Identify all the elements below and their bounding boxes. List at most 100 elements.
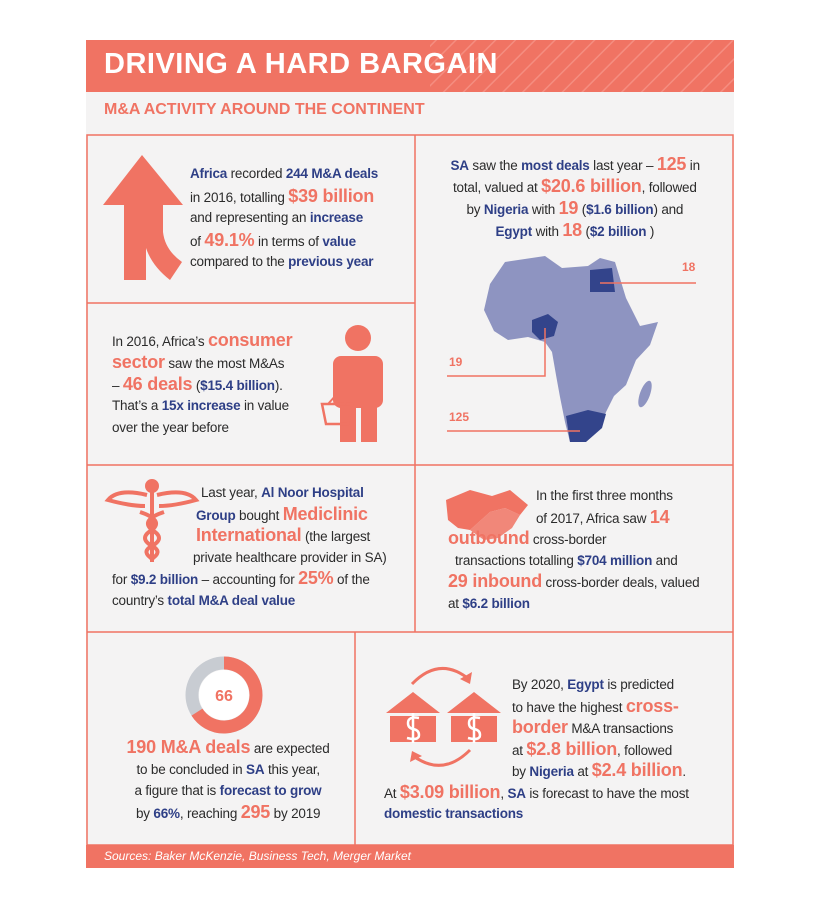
text-line: outbound cross-border	[448, 528, 607, 551]
text-line: In the first three months	[536, 485, 673, 507]
text-line: of 49.1% in terms of value	[190, 229, 356, 253]
text-run: transactions totalling	[455, 552, 578, 568]
text-run: , followed	[617, 742, 673, 758]
text-run: at	[573, 764, 592, 780]
text-run: In 2016, Africa’s	[112, 334, 208, 349]
text-run: Africa	[190, 166, 228, 181]
text-run: 190 M&A deals	[126, 737, 251, 758]
text-line: Egypt with 18 ($2 billion )	[496, 219, 655, 243]
text-line: At $3.09 billion, SA is forecast to have…	[384, 782, 689, 805]
text-run: .	[682, 764, 686, 780]
subtitle: M&A ACTIVITY AROUND THE CONTINENT	[104, 101, 425, 118]
text-run: bought	[235, 507, 283, 523]
footer: Sources: Baker McKenzie, Business Tech, …	[104, 849, 412, 863]
text-run: to be concluded in	[136, 761, 247, 777]
text-run: Group	[196, 507, 236, 523]
text-run: 25%	[298, 568, 334, 589]
text-run: SA	[450, 158, 470, 173]
text-run: increase	[309, 210, 364, 225]
text-run: ).	[274, 378, 283, 393]
text-run: 18	[562, 220, 582, 240]
text-line: and representing an increase	[190, 207, 363, 229]
text-run: cross-	[625, 695, 679, 716]
text-run: by	[466, 202, 484, 217]
text-run: $39 billion	[288, 186, 375, 206]
text-line: compared to the previous year	[190, 251, 374, 273]
text-line: in 2016, totalling $39 billion	[190, 185, 374, 209]
text-run: $9.2 billion	[130, 572, 199, 588]
text-run: in terms of	[254, 234, 323, 249]
text-run: 49.1%	[204, 230, 255, 250]
text-run: cross-border deals, valued	[542, 575, 700, 591]
map-label: 125	[449, 410, 470, 424]
egypt-shape	[590, 268, 615, 292]
text-run: a figure that is	[134, 783, 220, 799]
text-run: )	[646, 224, 655, 239]
text-run: domestic transactions	[384, 806, 524, 822]
text-run: $3.09 billion	[399, 781, 501, 802]
text-run: 66%	[153, 805, 180, 821]
title: DRIVING A HARD BARGAIN	[104, 48, 498, 80]
text-line: – 46 deals ($15.4 billion).	[112, 373, 283, 397]
map-label: 18	[682, 260, 696, 274]
text-run: last year –	[589, 158, 657, 173]
text-run: Egypt	[567, 677, 604, 693]
caduceus-icon	[104, 479, 200, 562]
text-run: by	[136, 805, 154, 821]
text-run: for	[112, 572, 131, 588]
text-run: most deals	[521, 158, 590, 173]
header-hatch	[430, 40, 734, 92]
text-run: of 2017, Africa saw	[536, 510, 650, 526]
text-run: $15.4 billion	[200, 378, 275, 393]
footer-bar	[86, 845, 734, 868]
text-line: border M&A transactions	[512, 717, 673, 740]
text-run: to have the highest	[512, 699, 626, 715]
text-line: a figure that is forecast to grow	[135, 780, 322, 802]
text-line: at $6.2 billion	[448, 593, 530, 615]
text-run: In the first three months	[536, 488, 673, 504]
text-run: ,	[500, 785, 508, 801]
text-run: total M&A deal value	[167, 592, 296, 608]
south-africa-shape	[566, 410, 606, 442]
text-line: country’s total M&A deal value	[112, 590, 295, 612]
text-run: $6.2 billion	[462, 595, 530, 611]
text-line: total, valued at $20.6 billion, followed	[453, 175, 697, 199]
text-run: are expected	[250, 741, 330, 757]
text-run: M&A transactions	[567, 721, 674, 737]
text-run: forecast to grow	[219, 783, 322, 799]
text-line: Africa recorded 244 M&A deals	[190, 163, 378, 185]
text-run: 295	[240, 801, 271, 822]
text-run: International	[196, 525, 302, 546]
text-run: previous year	[288, 254, 374, 269]
text-line: by Nigeria at $2.4 billion.	[512, 760, 686, 783]
text-run: 19	[558, 198, 579, 218]
text-line: sector saw the most M&As	[112, 351, 284, 375]
text-line: transactions totalling $704 million and	[455, 550, 678, 572]
text-run: SA	[507, 785, 526, 801]
text-run: $704 million	[577, 552, 653, 568]
text-line: In 2016, Africa’s consumer	[112, 329, 293, 353]
bank-icons	[386, 666, 501, 767]
text-run: (	[581, 224, 591, 239]
map-label: 19	[449, 355, 463, 369]
text-run: total, valued at	[453, 180, 542, 195]
text-run: compared to the	[190, 254, 289, 269]
text-line: for $9.2 billion – accounting for 25% of…	[112, 568, 370, 591]
text-run: $1.6 billion	[586, 202, 654, 217]
text-line: to have the highest cross-	[512, 696, 679, 719]
text-run: in 2016, totalling	[190, 190, 289, 205]
text-run: By 2020,	[512, 677, 568, 693]
text-run: value	[322, 234, 356, 249]
text-run: –	[112, 378, 123, 393]
text-run: That’s a	[112, 398, 162, 413]
text-line: at $2.8 billion, followed	[512, 739, 672, 762]
nigeria-shape	[532, 314, 558, 340]
text-run: recorded	[227, 166, 286, 181]
text-run: consumer	[207, 330, 293, 350]
text-run: $2.8 billion	[526, 738, 618, 759]
text-run: private healthcare provider in SA)	[193, 549, 387, 565]
text-run: Egypt	[495, 224, 533, 239]
text-run: , followed	[641, 180, 697, 195]
